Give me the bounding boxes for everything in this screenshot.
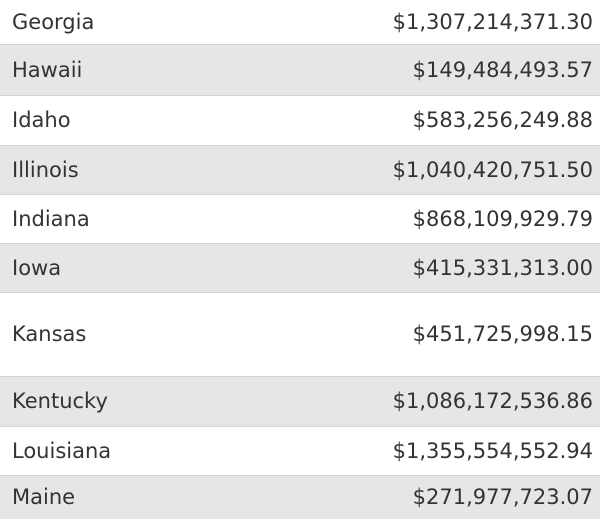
state-cell: Indiana bbox=[12, 206, 90, 231]
amount-cell: $271,977,723.07 bbox=[412, 485, 593, 510]
amount-cell: $868,109,929.79 bbox=[412, 206, 593, 231]
amount-cell: $1,040,420,751.50 bbox=[392, 157, 593, 182]
amount-cell: $1,355,554,552.94 bbox=[392, 438, 593, 463]
state-cell: Kansas bbox=[12, 322, 87, 346]
state-cell: Louisiana bbox=[12, 438, 112, 463]
amount-cell: $1,307,214,371.30 bbox=[392, 9, 593, 34]
state-cell: Idaho bbox=[12, 108, 71, 132]
table-row: Indiana $868,109,929.79 bbox=[0, 194, 600, 243]
table-row: Maine $271,977,723.07 bbox=[0, 475, 600, 519]
table-row: Georgia $1,307,214,371.30 bbox=[0, 0, 600, 44]
state-cell: Georgia bbox=[12, 9, 95, 34]
table-row: Kentucky $1,086,172,536.86 bbox=[0, 376, 600, 426]
state-cell: Maine bbox=[12, 485, 76, 510]
amount-cell: $1,086,172,536.86 bbox=[392, 389, 593, 413]
amount-cell: $415,331,313.00 bbox=[412, 255, 593, 280]
amount-cell: $451,725,998.15 bbox=[412, 322, 593, 346]
table-row: Louisiana $1,355,554,552.94 bbox=[0, 426, 600, 475]
table-row: Kansas $451,725,998.15 bbox=[0, 292, 600, 376]
table-row: Idaho $583,256,249.88 bbox=[0, 95, 600, 145]
table-row: Iowa $415,331,313.00 bbox=[0, 243, 600, 292]
amount-cell: $583,256,249.88 bbox=[412, 108, 593, 132]
state-cell: Kentucky bbox=[12, 389, 108, 413]
state-cell: Hawaii bbox=[12, 57, 83, 82]
table-row: Illinois $1,040,420,751.50 bbox=[0, 145, 600, 194]
table-row: Hawaii $149,484,493.57 bbox=[0, 44, 600, 95]
state-cell: Illinois bbox=[12, 157, 79, 182]
state-cell: Iowa bbox=[12, 255, 62, 280]
amount-cell: $149,484,493.57 bbox=[412, 57, 593, 82]
